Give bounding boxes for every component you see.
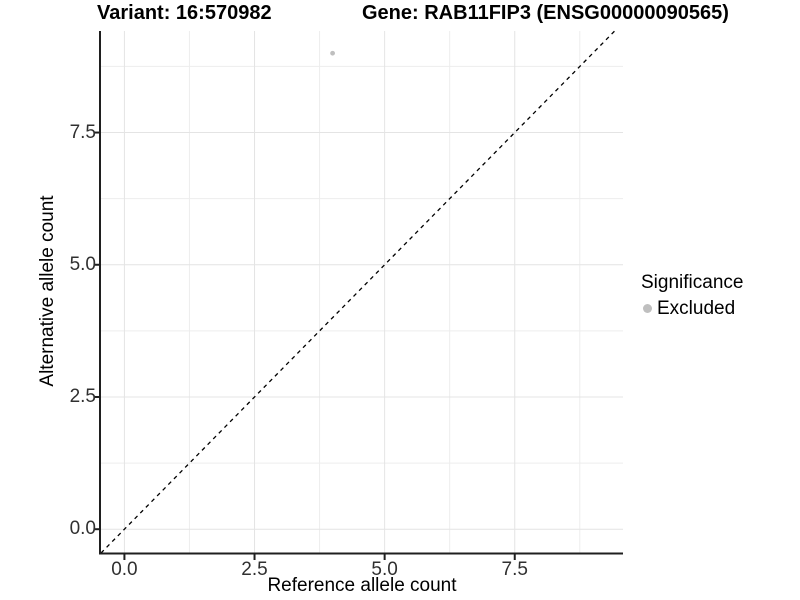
y-tick-label: 0.0 (69, 518, 96, 540)
x-tick-label: 2.5 (241, 559, 268, 580)
x-axis-title: Reference allele count (267, 575, 457, 596)
x-tick-label: 7.5 (501, 559, 528, 580)
plot-title-gene: Gene: RAB11FIP3 (ENSG00000090565) (362, 2, 729, 24)
y-tick-label: 2.5 (69, 385, 96, 407)
data-point (330, 50, 335, 56)
y-axis-title: Alternative allele count (37, 195, 58, 387)
x-tick-label: 0.0 (111, 559, 138, 580)
legend-title: Significance (641, 272, 744, 293)
legend-entry-excluded: Excluded (641, 297, 743, 320)
legend: Significance Excluded (641, 271, 743, 320)
x-tick-label: 5.0 (371, 559, 398, 580)
y-tick-label: 7.5 (69, 121, 96, 143)
legend-point-icon (643, 304, 652, 313)
legend-entry-label: Excluded (657, 298, 736, 319)
plot-title-variant: Variant: 16:570982 (97, 2, 272, 24)
identity-line (100, 30, 616, 554)
y-tick-label: 5.0 (69, 253, 96, 275)
